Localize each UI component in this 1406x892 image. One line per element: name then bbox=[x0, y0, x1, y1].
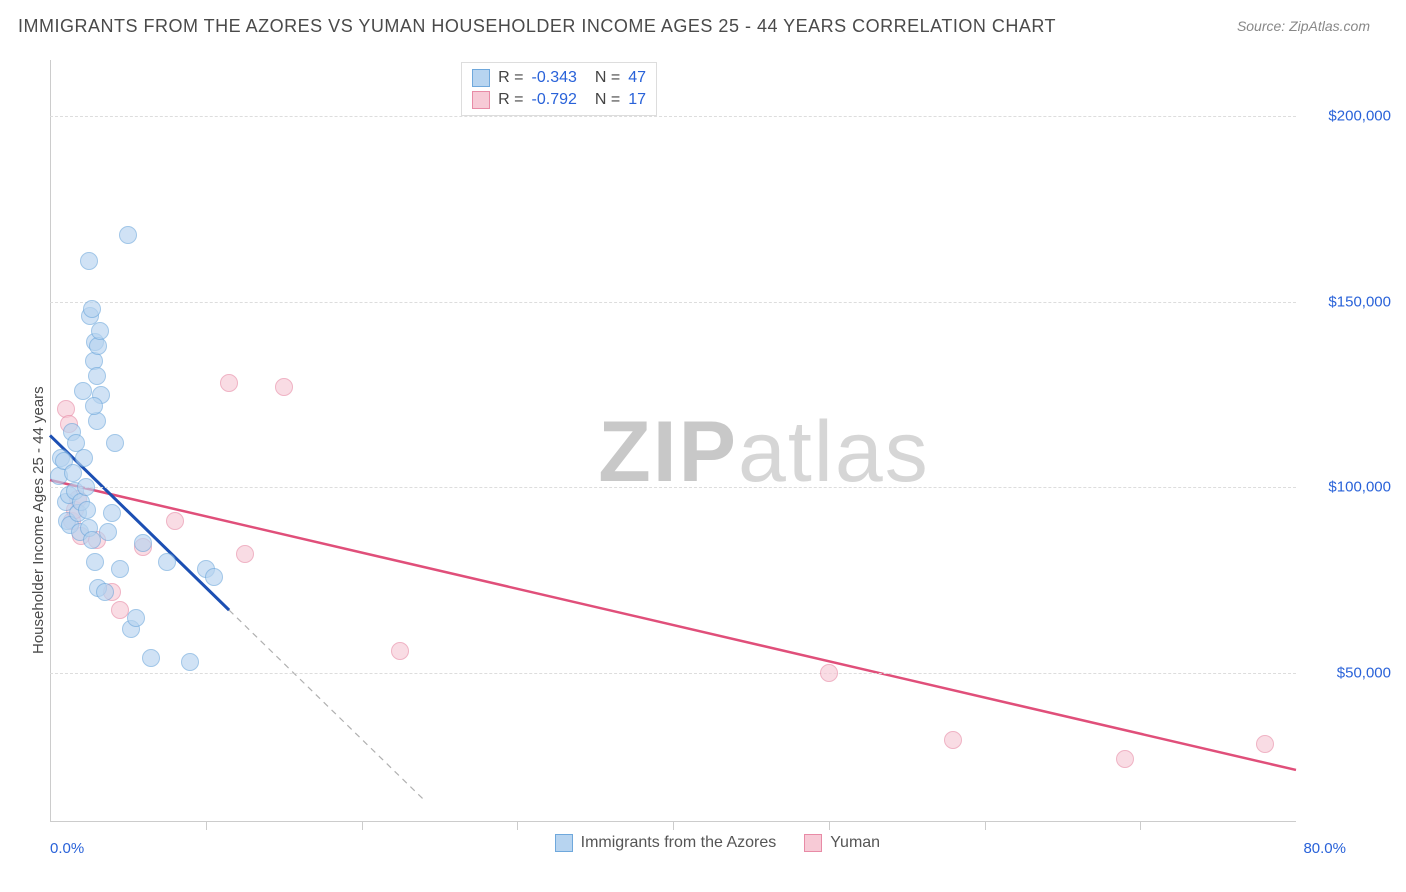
scatter-point-azores bbox=[77, 478, 95, 496]
scatter-point-yuman bbox=[391, 642, 409, 660]
scatter-point-azores bbox=[78, 501, 96, 519]
bottom-legend: Immigrants from the Azores Yuman bbox=[555, 834, 880, 852]
stats-n-azores: 47 bbox=[628, 69, 646, 87]
stats-label: N = bbox=[595, 69, 620, 87]
stats-row-yuman: R = -0.792 N = 17 bbox=[472, 89, 646, 111]
stats-r-yuman: -0.792 bbox=[532, 91, 577, 109]
stats-r-azores: -0.343 bbox=[532, 69, 577, 87]
trend-lines bbox=[50, 60, 1296, 822]
scatter-point-azores bbox=[106, 434, 124, 452]
scatter-point-yuman bbox=[220, 374, 238, 392]
x-tick bbox=[829, 822, 830, 830]
x-axis-min-label: 0.0% bbox=[50, 840, 84, 857]
grid-line bbox=[50, 302, 1296, 303]
grid-line bbox=[50, 487, 1296, 488]
scatter-point-azores bbox=[85, 397, 103, 415]
stats-n-yuman: 17 bbox=[628, 91, 646, 109]
swatch-azores bbox=[472, 69, 490, 87]
y-tick-label: $100,000 bbox=[1328, 479, 1391, 496]
scatter-point-azores bbox=[86, 553, 104, 571]
x-tick bbox=[206, 822, 207, 830]
scatter-point-azores bbox=[205, 568, 223, 586]
swatch-yuman bbox=[472, 91, 490, 109]
legend-swatch-yuman bbox=[804, 834, 822, 852]
scatter-point-azores bbox=[80, 252, 98, 270]
grid-line bbox=[50, 116, 1296, 117]
grid-line bbox=[50, 673, 1296, 674]
x-tick bbox=[985, 822, 986, 830]
plot-area: ZIPatlas Householder Income Ages 25 - 44… bbox=[50, 60, 1296, 822]
scatter-point-azores bbox=[64, 464, 82, 482]
scatter-point-yuman bbox=[820, 664, 838, 682]
legend-item-azores: Immigrants from the Azores bbox=[555, 834, 777, 852]
x-tick bbox=[673, 822, 674, 830]
x-tick bbox=[517, 822, 518, 830]
stats-row-azores: R = -0.343 N = 47 bbox=[472, 67, 646, 89]
scatter-point-azores bbox=[103, 504, 121, 522]
legend-label-azores: Immigrants from the Azores bbox=[581, 834, 777, 852]
scatter-point-yuman bbox=[236, 545, 254, 563]
scatter-point-azores bbox=[181, 653, 199, 671]
x-axis-max-label: 80.0% bbox=[1303, 840, 1346, 857]
legend-swatch-azores bbox=[555, 834, 573, 852]
scatter-point-azores bbox=[88, 367, 106, 385]
stats-legend-box: R = -0.343 N = 47 R = -0.792 N = 17 bbox=[461, 62, 657, 116]
y-tick-label: $50,000 bbox=[1337, 665, 1391, 682]
x-tick bbox=[362, 822, 363, 830]
scatter-point-azores bbox=[119, 226, 137, 244]
scatter-point-azores bbox=[158, 553, 176, 571]
scatter-point-yuman bbox=[944, 731, 962, 749]
scatter-point-azores bbox=[75, 449, 93, 467]
scatter-point-yuman bbox=[1116, 750, 1134, 768]
scatter-point-azores bbox=[142, 649, 160, 667]
stats-label: R = bbox=[498, 91, 523, 109]
y-tick-label: $200,000 bbox=[1328, 107, 1391, 124]
scatter-point-azores bbox=[83, 300, 101, 318]
scatter-point-azores bbox=[111, 560, 129, 578]
y-tick-label: $150,000 bbox=[1328, 293, 1391, 310]
stats-label: R = bbox=[498, 69, 523, 87]
chart-title: IMMIGRANTS FROM THE AZORES VS YUMAN HOUS… bbox=[18, 16, 1056, 37]
scatter-point-azores bbox=[134, 534, 152, 552]
y-axis-label: Householder Income Ages 25 - 44 years bbox=[30, 387, 47, 655]
scatter-point-azores bbox=[96, 583, 114, 601]
legend-item-yuman: Yuman bbox=[804, 834, 880, 852]
scatter-point-yuman bbox=[1256, 735, 1274, 753]
legend-label-yuman: Yuman bbox=[830, 834, 880, 852]
source-attribution: Source: ZipAtlas.com bbox=[1237, 18, 1370, 34]
scatter-point-yuman bbox=[275, 378, 293, 396]
scatter-point-azores bbox=[127, 609, 145, 627]
scatter-point-yuman bbox=[166, 512, 184, 530]
x-tick bbox=[1140, 822, 1141, 830]
stats-label: N = bbox=[595, 91, 620, 109]
scatter-point-azores bbox=[99, 523, 117, 541]
scatter-point-azores bbox=[91, 322, 109, 340]
